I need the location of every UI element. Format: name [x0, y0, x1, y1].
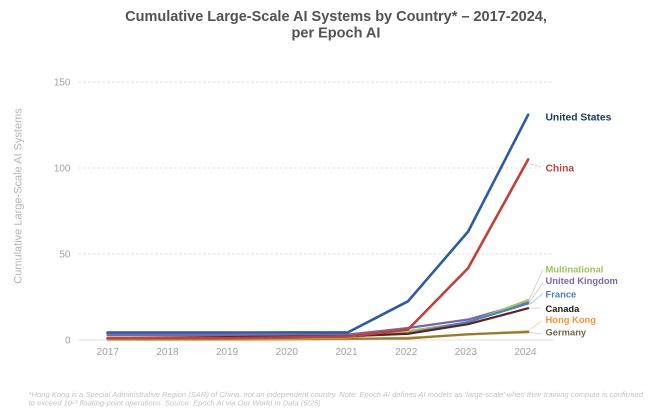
svg-text:2024: 2024 — [514, 347, 537, 358]
svg-text:2021: 2021 — [335, 347, 358, 358]
svg-text:2020: 2020 — [276, 347, 299, 358]
svg-text:*Hong Kong is a Special Admini: *Hong Kong is a Special Administrative R… — [29, 390, 644, 399]
svg-text:2018: 2018 — [156, 347, 179, 358]
svg-text:Cumulative Large-Scale AI Syst: Cumulative Large-Scale AI Systems — [13, 108, 25, 284]
svg-text:United States: United States — [546, 113, 612, 124]
svg-text:United Kingdom: United Kingdom — [546, 275, 618, 286]
svg-text:Germany: Germany — [546, 327, 587, 338]
svg-text:China: China — [546, 164, 575, 175]
svg-text:Hong Kong: Hong Kong — [546, 314, 597, 325]
svg-text:France: France — [546, 288, 577, 299]
svg-text:0: 0 — [65, 336, 71, 347]
svg-text:to exceed 1023 floating-point: to exceed 1023 floating-point operations… — [29, 399, 322, 408]
svg-text:per Epoch AI: per Epoch AI — [292, 25, 381, 41]
svg-text:2017: 2017 — [97, 347, 120, 358]
svg-text:Cumulative Large-Scale AI Syst: Cumulative Large-Scale AI Systems by Cou… — [125, 9, 547, 25]
svg-text:50: 50 — [59, 250, 71, 261]
svg-text:Canada: Canada — [546, 303, 581, 314]
svg-text:2022: 2022 — [395, 347, 418, 358]
svg-text:100: 100 — [54, 164, 71, 175]
svg-text:2019: 2019 — [216, 347, 239, 358]
svg-text:150: 150 — [54, 78, 71, 89]
svg-text:Multinational: Multinational — [546, 263, 604, 274]
svg-text:2023: 2023 — [455, 347, 478, 358]
